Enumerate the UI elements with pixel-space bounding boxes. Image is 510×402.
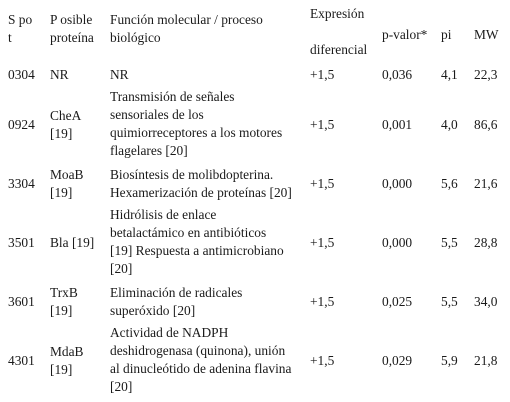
header-function: Función molecular / proceso biológico <box>110 12 263 45</box>
header-protein: P osible proteína <box>50 12 94 45</box>
header-expression-bottom: diferencial <box>310 42 368 57</box>
cell-pvalue: 0,036 <box>382 67 413 82</box>
cell-expression: +1,5 <box>310 176 335 191</box>
cell-function: Actividad de NADPH deshidrogenasa (quino… <box>110 325 292 394</box>
cell-pvalue: 0,000 <box>382 176 413 191</box>
cell-spot: 0304 <box>8 67 35 82</box>
cell-expression: +1,5 <box>310 294 335 309</box>
cell-pvalue: 0,000 <box>382 235 413 250</box>
cell-function: Biosíntesis de molibdopterina. Hexameriz… <box>110 167 292 200</box>
cell-protein: MoaB [19] <box>50 167 84 200</box>
table-row: 0924 CheA [19] Transmisión de señales se… <box>0 87 510 163</box>
cell-expression: +1,5 <box>310 67 335 82</box>
table-row: 3501 Bla [19] Hidrólisis de enlace betal… <box>0 205 510 281</box>
cell-pvalue: 0,025 <box>382 294 413 309</box>
header-spot: S po t <box>8 12 33 45</box>
cell-function: Hidrólisis de enlace betalactámico en an… <box>110 207 284 276</box>
cell-pvalue: 0,001 <box>382 117 413 132</box>
cell-pi: 5,6 <box>441 176 458 191</box>
cell-pi: 4,0 <box>441 117 458 132</box>
cell-function: Transmisión de señales sensoriales de lo… <box>110 89 283 158</box>
header-expression-top: Expresión <box>310 6 365 21</box>
cell-mw: 34,0 <box>474 294 498 309</box>
table-row: 3601 TrxB [19] Eliminación de radicales … <box>0 282 510 322</box>
table-row: 4301 MdaB [19] Actividad de NADPH deshid… <box>0 323 510 401</box>
cell-protein: Bla [19] <box>50 235 95 250</box>
cell-expression: +1,5 <box>310 117 335 132</box>
table-row: 0304 NR NR +1,5 0,036 4,1 22,3 <box>0 64 510 86</box>
cell-expression: +1,5 <box>310 235 335 250</box>
cell-function: NR <box>110 67 129 82</box>
cell-pi: 5,9 <box>441 353 458 368</box>
cell-mw: 28,8 <box>474 235 498 250</box>
cell-spot: 3501 <box>8 235 35 250</box>
cell-protein: NR <box>50 67 69 82</box>
cell-expression: +1,5 <box>310 353 335 368</box>
cell-pi: 5,5 <box>441 235 458 250</box>
cell-mw: 86,6 <box>474 117 498 132</box>
cell-pi: 4,1 <box>441 67 458 82</box>
cell-pvalue: 0,029 <box>382 353 413 368</box>
header-pi: pi <box>441 27 452 42</box>
cell-function: Eliminación de radicales superóxido [20] <box>110 285 243 318</box>
cell-spot: 3304 <box>8 176 35 191</box>
cell-pi: 5,5 <box>441 294 458 309</box>
cell-protein: CheA [19] <box>50 108 82 141</box>
cell-protein: MdaB [19] <box>50 344 84 377</box>
cell-mw: 22,3 <box>474 67 498 82</box>
cell-mw: 21,6 <box>474 176 498 191</box>
cell-spot: 0924 <box>8 117 35 132</box>
header-mw: MW <box>474 27 499 42</box>
cell-mw: 21,8 <box>474 353 498 368</box>
cell-spot: 4301 <box>8 353 35 368</box>
table-header: S po t P osible proteína Función molecul… <box>0 0 510 64</box>
cell-protein: TrxB [19] <box>50 285 78 318</box>
table-row: 3304 MoaB [19] Biosíntesis de molibdopte… <box>0 164 510 204</box>
cell-spot: 3601 <box>8 294 35 309</box>
header-pvalue: p-valor* <box>382 27 428 42</box>
